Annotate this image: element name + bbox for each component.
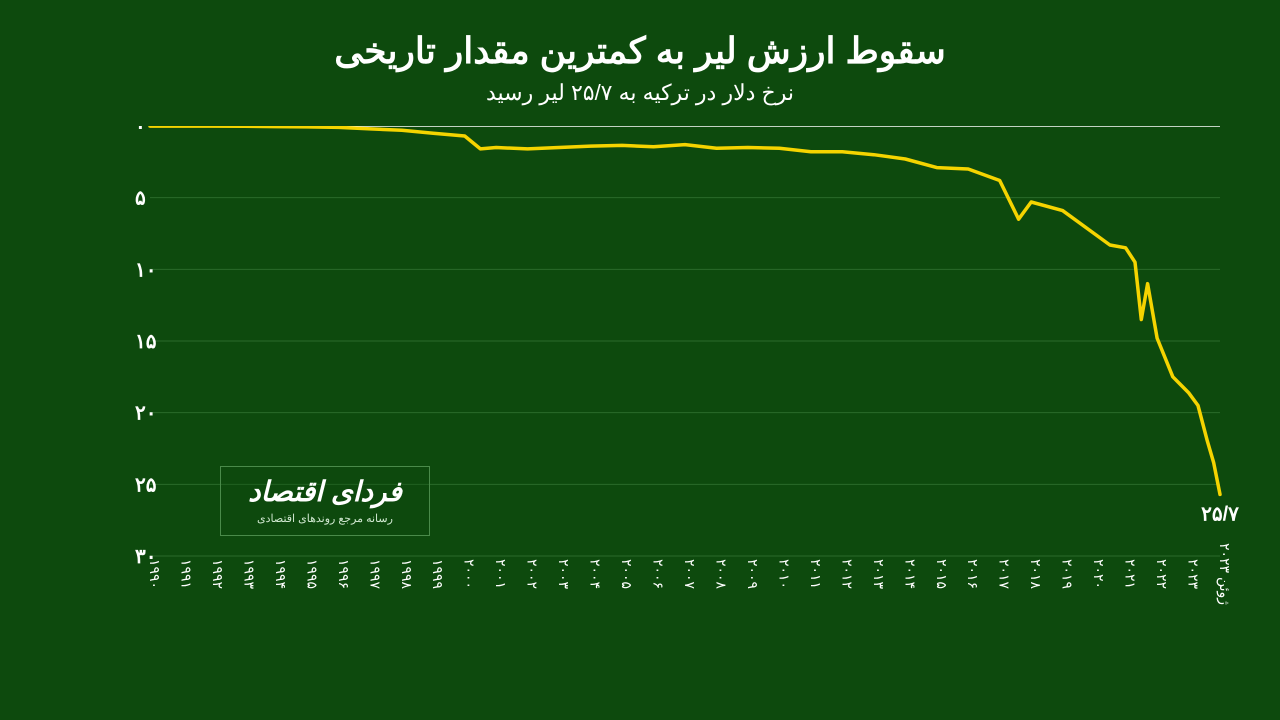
- x-tick-label: ۲۰۱۰: [776, 559, 792, 589]
- x-tick-label: ۲۰۰۹: [745, 559, 761, 589]
- x-tick-label: ۲۰۱۸: [1028, 559, 1044, 590]
- x-tick-label: ۲۰۰۳: [556, 559, 572, 590]
- x-tick-label: ۲۰۰۵: [619, 559, 635, 589]
- x-tick-label: ۱۹۹۴: [273, 559, 289, 589]
- x-tick-label: ۲۰۰۰: [462, 559, 478, 589]
- x-tick-label: ۲۰۰۸: [713, 559, 729, 590]
- x-tick-label: ۲۰۱۵: [934, 559, 950, 589]
- y-tick-label: ۵: [135, 188, 146, 210]
- x-tick-label: ۲۰۱۳: [871, 559, 887, 590]
- x-tick-label: ۲۰۱۴: [902, 559, 918, 589]
- x-tick-label: ژوئن ۲۰۲۳: [1216, 543, 1233, 605]
- x-tick-label: ۱۹۹۱: [178, 559, 194, 589]
- source-logo: فردای اقتصاد رسانه مرجع روندهای اقتصادی: [220, 466, 430, 536]
- x-tick-label: ۲۰۱۲: [839, 559, 855, 589]
- y-tick-label: ۲۰: [135, 403, 156, 425]
- y-tick-label: ۱۵: [135, 331, 157, 353]
- x-tick-label: ۲۰۱۹: [1060, 559, 1076, 589]
- x-tick-label: ۲۰۲۲: [1154, 559, 1170, 589]
- y-tick-label: ۱۰: [135, 259, 156, 281]
- chart-subtitle: نرخ دلار در ترکیه به ۲۵/۷ لیر رسید: [40, 80, 1240, 106]
- x-tick-label: ۲۰۱۶: [965, 559, 981, 589]
- chart-title: سقوط ارزش لیر به کمترین مقدار تاریخی: [40, 30, 1240, 72]
- x-tick-label: ۲۰۲۳: [1186, 559, 1202, 590]
- x-tick-label: ۲۰۰۱: [493, 559, 509, 589]
- x-tick-label: ۱۹۹۵: [304, 559, 320, 589]
- line-chart: ۰۵۱۰۱۵۲۰۲۵۳۰۱۹۹۰۱۹۹۱۱۹۹۲۱۹۹۳۱۹۹۴۱۹۹۵۱۹۹۶…: [40, 126, 1240, 686]
- x-tick-label: ۲۰۲۰: [1091, 559, 1107, 589]
- x-tick-label: ۲۰۱۱: [808, 559, 824, 589]
- x-tick-label: ۱۹۹۶: [336, 559, 352, 589]
- x-tick-label: ۱۹۹۰: [147, 559, 163, 589]
- x-tick-label: ۱۹۹۸: [399, 559, 415, 590]
- y-tick-label: ۲۵: [135, 474, 157, 496]
- end-value-label: ۲۵/۷: [1201, 503, 1239, 525]
- logo-sub-text: رسانه مرجع روندهای اقتصادی: [241, 512, 409, 525]
- chart-area: ۰۵۱۰۱۵۲۰۲۵۳۰۱۹۹۰۱۹۹۱۱۹۹۲۱۹۹۳۱۹۹۴۱۹۹۵۱۹۹۶…: [40, 126, 1240, 686]
- data-series-line: [150, 126, 1220, 494]
- x-tick-label: ۱۹۹۷: [367, 559, 383, 590]
- x-tick-label: ۱۹۹۲: [210, 559, 226, 589]
- x-tick-label: ۲۰۰۷: [682, 559, 698, 590]
- x-tick-label: ۲۰۰۲: [525, 559, 541, 589]
- x-tick-label: ۱۹۹۳: [241, 559, 257, 590]
- logo-main-text: فردای اقتصاد: [241, 477, 409, 508]
- x-tick-label: ۱۹۹۹: [430, 559, 446, 589]
- y-tick-label: ۰: [135, 126, 146, 138]
- x-tick-label: ۲۰۰۴: [588, 559, 604, 589]
- x-tick-label: ۲۰۱۷: [997, 559, 1013, 590]
- x-tick-label: ۲۰۰۶: [651, 559, 667, 589]
- x-tick-label: ۲۰۲۱: [1123, 559, 1139, 589]
